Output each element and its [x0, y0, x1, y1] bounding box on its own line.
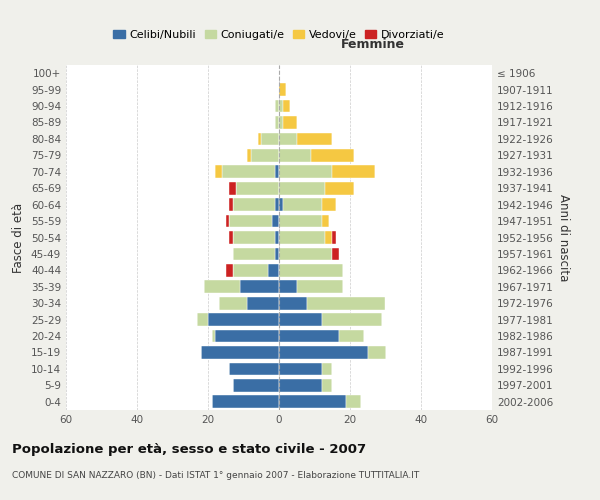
Bar [279, 346, 368, 359]
Bar [229, 182, 236, 194]
Bar [275, 231, 279, 244]
Bar [332, 231, 336, 244]
Bar [275, 198, 279, 211]
Bar [251, 149, 279, 162]
Bar [275, 248, 279, 260]
Bar [272, 214, 279, 228]
Bar [279, 379, 322, 392]
Bar [368, 346, 386, 359]
Bar [233, 231, 275, 244]
Y-axis label: Fasce di età: Fasce di età [13, 202, 25, 272]
Bar [279, 198, 283, 211]
Bar [275, 116, 279, 129]
Bar [247, 297, 279, 310]
Bar [218, 297, 247, 310]
Bar [325, 231, 332, 244]
Bar [236, 182, 279, 194]
Bar [233, 264, 268, 277]
Bar [322, 214, 329, 228]
Bar [332, 166, 375, 178]
Bar [279, 83, 286, 96]
Bar [229, 231, 233, 244]
Bar [226, 264, 233, 277]
Bar [279, 362, 322, 376]
Bar [247, 149, 251, 162]
Bar [332, 248, 340, 260]
Text: COMUNE DI SAN NAZZARO (BN) - Dati ISTAT 1° gennaio 2007 - Elaborazione TUTTITALI: COMUNE DI SAN NAZZARO (BN) - Dati ISTAT … [12, 471, 419, 480]
Bar [346, 396, 361, 408]
Bar [283, 116, 297, 129]
Bar [229, 198, 233, 211]
Bar [279, 214, 322, 228]
Bar [233, 198, 275, 211]
Bar [279, 132, 297, 145]
Bar [279, 166, 332, 178]
Bar [229, 214, 272, 228]
Bar [261, 132, 279, 145]
Bar [297, 280, 343, 293]
Bar [307, 297, 385, 310]
Bar [340, 330, 364, 342]
Bar [322, 198, 336, 211]
Bar [205, 280, 240, 293]
Bar [275, 166, 279, 178]
Bar [279, 100, 283, 112]
Bar [215, 330, 279, 342]
Bar [226, 214, 229, 228]
Bar [208, 313, 279, 326]
Bar [279, 149, 311, 162]
Bar [279, 297, 307, 310]
Bar [275, 100, 279, 112]
Bar [258, 132, 261, 145]
Bar [233, 379, 279, 392]
Bar [279, 231, 325, 244]
Bar [297, 132, 332, 145]
Bar [279, 280, 297, 293]
Bar [279, 330, 340, 342]
Bar [279, 248, 332, 260]
Bar [322, 313, 382, 326]
Bar [212, 396, 279, 408]
Bar [279, 396, 346, 408]
Text: Popolazione per età, sesso e stato civile - 2007: Popolazione per età, sesso e stato civil… [12, 442, 366, 456]
Bar [268, 264, 279, 277]
Bar [215, 166, 222, 178]
Bar [311, 149, 353, 162]
Bar [240, 280, 279, 293]
Bar [279, 116, 283, 129]
Bar [212, 330, 215, 342]
Bar [279, 264, 343, 277]
Bar [201, 346, 279, 359]
Bar [279, 313, 322, 326]
Bar [197, 313, 208, 326]
Bar [233, 248, 275, 260]
Bar [279, 182, 325, 194]
Bar [325, 182, 353, 194]
Bar [283, 100, 290, 112]
Legend: Celibi/Nubili, Coniugati/e, Vedovi/e, Divorziati/e: Celibi/Nubili, Coniugati/e, Vedovi/e, Di… [109, 26, 449, 44]
Text: Femmine: Femmine [341, 38, 405, 51]
Bar [322, 379, 332, 392]
Bar [229, 362, 279, 376]
Bar [322, 362, 332, 376]
Bar [283, 198, 322, 211]
Bar [222, 166, 275, 178]
Y-axis label: Anni di nascita: Anni di nascita [557, 194, 570, 281]
